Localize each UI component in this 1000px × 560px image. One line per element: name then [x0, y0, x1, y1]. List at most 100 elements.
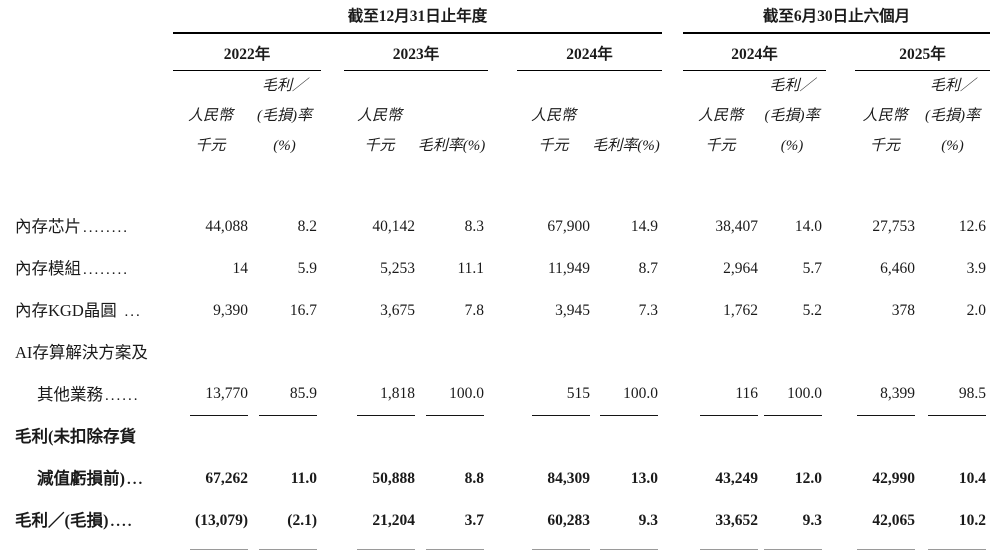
- row-label: 內存芯片........: [15, 217, 129, 236]
- cell-value: 5,253: [380, 260, 415, 277]
- cell-value: 42,990: [872, 470, 916, 487]
- subcol-rmb-2023: 人民幣 千元: [356, 108, 402, 154]
- cell-value: 5.7: [802, 260, 823, 277]
- year-header-2024-interim: 2024年: [683, 33, 827, 71]
- total-rule: [764, 549, 823, 555]
- dot-leader: ......: [105, 388, 140, 404]
- cell-value: 67,262: [205, 470, 248, 487]
- table-row-memory-modules: 內存模組........ 14 5.9 5,253 11.1 11,949 8.…: [15, 248, 990, 290]
- cell-value: 16.7: [289, 302, 317, 319]
- year-header-row: 2022年 2023年 2024年 2024年 2025年: [15, 33, 991, 71]
- cell-value: 2,964: [723, 260, 759, 277]
- cell-value: 5.2: [802, 302, 823, 319]
- bottom-rule-row: [15, 542, 990, 560]
- cell-value: 13.0: [630, 470, 659, 487]
- cell-value: 9,390: [213, 302, 248, 319]
- cell-value: 1,818: [344, 332, 415, 416]
- cell-value: 14: [232, 260, 249, 277]
- cell-value: 7.8: [464, 302, 484, 319]
- cell-value: 40,142: [372, 218, 415, 235]
- total-rule: [600, 549, 659, 555]
- cell-value: 21,204: [372, 512, 415, 529]
- cell-value: 8.2: [297, 218, 317, 235]
- cell-value: 9.3: [638, 512, 659, 529]
- row-label: 內存KGD晶圓 ...: [15, 301, 142, 320]
- subcol-margin-2022: 毛利／ (毛損)率 (%): [257, 78, 312, 154]
- total-rule: [259, 549, 317, 555]
- period-group-annual: 截至12月31日止年度: [173, 0, 663, 34]
- cell-value: 60,283: [547, 512, 590, 529]
- total-rule: [357, 549, 415, 555]
- dot-leader: ...: [127, 472, 145, 488]
- subcol-margin-2023: 毛利率(%): [417, 138, 486, 154]
- cell-value: 14.9: [630, 218, 659, 235]
- subcol-rmb-2025-interim: 人民幣 千元: [862, 108, 908, 154]
- dot-leader: ........: [83, 262, 129, 278]
- subcol-rmb-2022: 人民幣 千元: [187, 108, 233, 154]
- cell-value: 3.7: [464, 512, 484, 529]
- cell-value: 8,399: [855, 332, 916, 416]
- cell-value: 14.0: [794, 218, 823, 235]
- cell-value: 5.9: [297, 260, 317, 277]
- cell-value: 85.9: [248, 332, 321, 416]
- cell-value: 67,900: [547, 218, 590, 235]
- prospectus-page: 截至12月31日止年度 截至6月30日止六個月 2022年 2023年 2024…: [15, 0, 991, 550]
- subcol-rmb-2024-interim: 人民幣 千元: [698, 108, 744, 154]
- cell-value: 98.5: [915, 332, 990, 416]
- cell-value: (13,079): [195, 512, 248, 529]
- cell-value: 11.1: [457, 260, 484, 277]
- spacer-row: [15, 161, 990, 206]
- subcol-margin-2024-interim: 毛利／ (毛損)率 (%): [764, 78, 820, 154]
- total-rule: [426, 549, 484, 555]
- cell-value: 12.6: [958, 218, 987, 235]
- total-rule: [700, 549, 759, 555]
- table-row-kgd-wafers: 內存KGD晶圓 ... 9,390 16.7 3,675 7.8 3,945 7…: [15, 290, 990, 332]
- cell-value: 11,949: [547, 260, 590, 277]
- cell-value: 9.3: [802, 512, 823, 529]
- table-row-gross-profit-before-impairment: 毛利(未扣除存貨 減值虧損前)... 67,262 11.0 50,888 8.…: [15, 416, 990, 500]
- cell-value: 116: [683, 332, 759, 416]
- cell-value: 100.0: [590, 332, 662, 416]
- subcol-margin-2024: 毛利率(%): [592, 138, 660, 154]
- subcol-margin-2025-interim: 毛利／ (毛損)率 (%): [925, 78, 981, 154]
- row-label: 毛利(未扣除存貨 減值虧損前)...: [15, 427, 145, 488]
- period-group-interim: 截至6月30日止六個月: [683, 0, 991, 34]
- cell-value: 3.9: [966, 260, 987, 277]
- year-header-2024: 2024年: [517, 33, 663, 71]
- cell-value: 13,770: [173, 332, 248, 416]
- total-rule: [532, 549, 590, 555]
- cell-value: 6,460: [880, 260, 916, 277]
- cell-value: 10.2: [958, 512, 987, 529]
- dot-leader: ....: [110, 514, 134, 530]
- row-label: 毛利／(毛損)....: [15, 511, 134, 530]
- group-gap: [662, 0, 683, 33]
- cell-value: 38,407: [715, 218, 759, 235]
- subcol-rmb-2024: 人民幣 千元: [530, 108, 576, 154]
- cell-value: 33,652: [715, 512, 759, 529]
- cell-value: 3,945: [555, 302, 590, 319]
- cell-value: 8.3: [464, 218, 484, 235]
- subcolumn-header-row: 人民幣 千元 毛利／ (毛損)率 (%) 人民幣 千元 毛利率(%) 人民幣 千元 毛利率…: [15, 71, 990, 162]
- cell-value: 515: [517, 332, 590, 416]
- cell-value: 8.7: [638, 260, 659, 277]
- cell-value: 3,675: [380, 302, 415, 319]
- cell-value: 12.0: [794, 470, 823, 487]
- cell-value: 100.0: [758, 332, 826, 416]
- cell-value: 100.0: [415, 332, 488, 416]
- table-row-memory-chips: 內存芯片........ 44,088 8.2 40,142 8.3 67,90…: [15, 206, 990, 248]
- dot-leader: ........: [83, 220, 129, 236]
- cell-value: 378: [891, 302, 916, 319]
- table-row-gross-profit-loss: 毛利／(毛損).... (13,079) (2.1) 21,204 3.7 60…: [15, 500, 990, 542]
- cell-value: 7.3: [638, 302, 659, 319]
- cell-value: 11.0: [290, 470, 317, 487]
- period-group-row: 截至12月31日止年度 截至6月30日止六個月: [15, 0, 991, 34]
- row-label: AI存算解決方案及 其他業務......: [15, 343, 148, 404]
- table-row-ai-other-business: AI存算解決方案及 其他業務...... 13,770 85.9 1,818 1…: [15, 332, 990, 416]
- cell-value: 1,762: [723, 302, 759, 319]
- cell-value: 42,065: [872, 512, 916, 529]
- cell-value: 10.4: [958, 470, 987, 487]
- cell-value: (2.1): [287, 512, 317, 529]
- label-column-head: [15, 0, 173, 33]
- row-label: 內存模組........: [15, 259, 129, 278]
- year-header-2025-interim: 2025年: [855, 33, 991, 71]
